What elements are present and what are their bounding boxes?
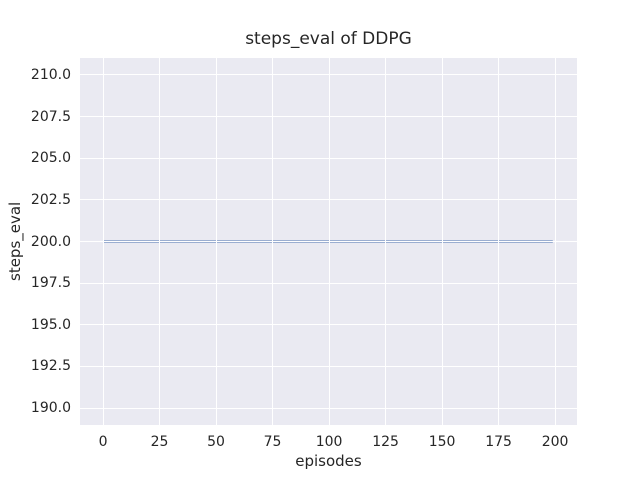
x-tick-label: 25 [150,434,169,450]
x-tick-label: 175 [485,434,512,450]
y-tick-label: 207.5 [30,108,71,125]
y-tick-label: 195.0 [30,316,71,333]
y-tick-label: 190.0 [30,400,71,416]
x-tick-label: 50 [207,434,225,450]
y-gridline [80,407,577,409]
y-gridline [80,157,577,159]
chart-title: steps_eval of DDPG [245,29,412,49]
x-tick-label: 150 [428,434,456,450]
y-gridline [80,282,577,284]
y-gridline [80,199,577,201]
y-tick-label: 192.5 [30,358,71,375]
y-gridline [80,365,577,367]
x-tick-label: 125 [372,434,399,450]
x-tick-label: 200 [541,434,569,450]
y-tick-label: 210.0 [30,66,71,83]
y-gridline [80,74,577,76]
y-tick-label: 197.5 [30,275,71,292]
x-axis-label: episodes [295,452,362,470]
y-tick-label: 205.0 [30,150,71,167]
y-tick-label: 202.5 [30,191,71,208]
y-gridline [80,116,577,118]
x-tick-label: 100 [315,434,343,450]
x-tick-label: 75 [263,434,282,450]
y-tick-label: 200.0 [30,233,71,250]
x-tick-label: 0 [98,434,108,450]
y-gridline [80,324,577,326]
plot-area [80,58,577,425]
y-gridline [80,241,577,242]
